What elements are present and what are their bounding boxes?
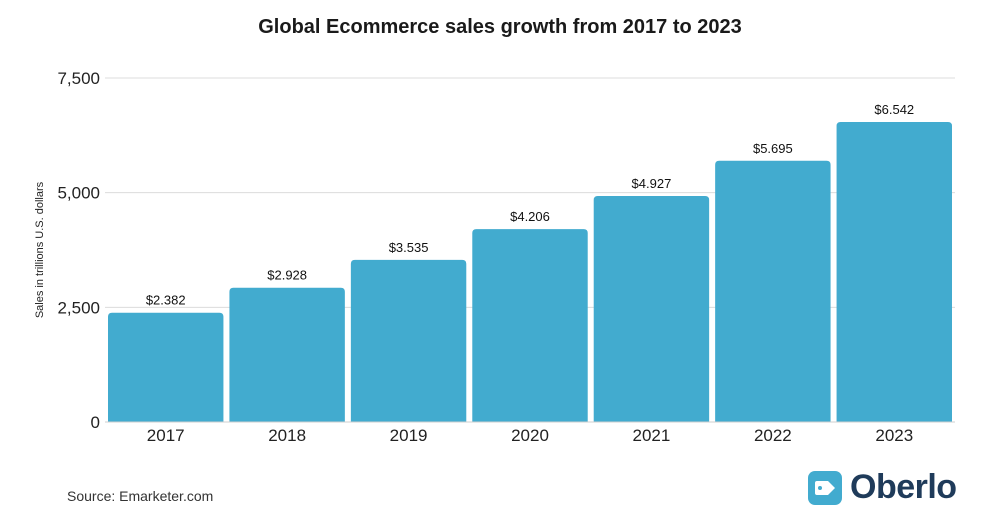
bar xyxy=(836,121,952,422)
y-tick-label: 0 xyxy=(91,413,100,432)
bar xyxy=(472,229,588,422)
bar xyxy=(108,312,224,422)
data-label: $3.535 xyxy=(389,240,429,255)
y-tick-label: 7,500 xyxy=(57,69,100,88)
x-tick-label: 2017 xyxy=(147,426,185,445)
x-tick-label: 2021 xyxy=(633,426,671,445)
x-axis-ticks: 2017 2018 2019 2020 2021 2022 2023 xyxy=(147,426,913,445)
x-tick-label: 2020 xyxy=(511,426,549,445)
price-tag-icon xyxy=(808,470,842,505)
y-axis-label: Sales in trillions U.S. dollars xyxy=(34,181,46,318)
bar xyxy=(715,160,831,422)
data-label: $4.206 xyxy=(510,209,550,224)
x-tick-label: 2023 xyxy=(875,426,913,445)
bar xyxy=(350,259,467,422)
brand-name: Oberlo xyxy=(850,468,957,506)
data-label: $2.928 xyxy=(267,268,307,283)
source-note: Source: Emarketer.com xyxy=(67,488,214,504)
data-label: $5.695 xyxy=(753,141,793,156)
y-tick-label: 5,000 xyxy=(57,184,100,203)
bar xyxy=(229,287,345,422)
bar xyxy=(593,196,710,422)
bars xyxy=(108,121,952,422)
data-label: $2.382 xyxy=(146,293,186,308)
x-tick-label: 2022 xyxy=(754,426,792,445)
data-label: $4.927 xyxy=(632,176,672,191)
chart-title: Global Ecommerce sales growth from 2017 … xyxy=(258,16,742,38)
x-tick-label: 2019 xyxy=(390,426,428,445)
data-labels: $2.382 $2.928 $3.535 $4.206 $4.927 $5.695 $6.5… xyxy=(146,102,914,308)
x-tick-label: 2018 xyxy=(268,426,306,445)
y-axis-ticks: 0 2,500 5,000 7,500 xyxy=(57,69,100,432)
y-tick-label: 2,500 xyxy=(57,298,100,317)
brand-logo: Oberlo xyxy=(808,468,957,507)
data-label: $6.542 xyxy=(874,102,914,117)
